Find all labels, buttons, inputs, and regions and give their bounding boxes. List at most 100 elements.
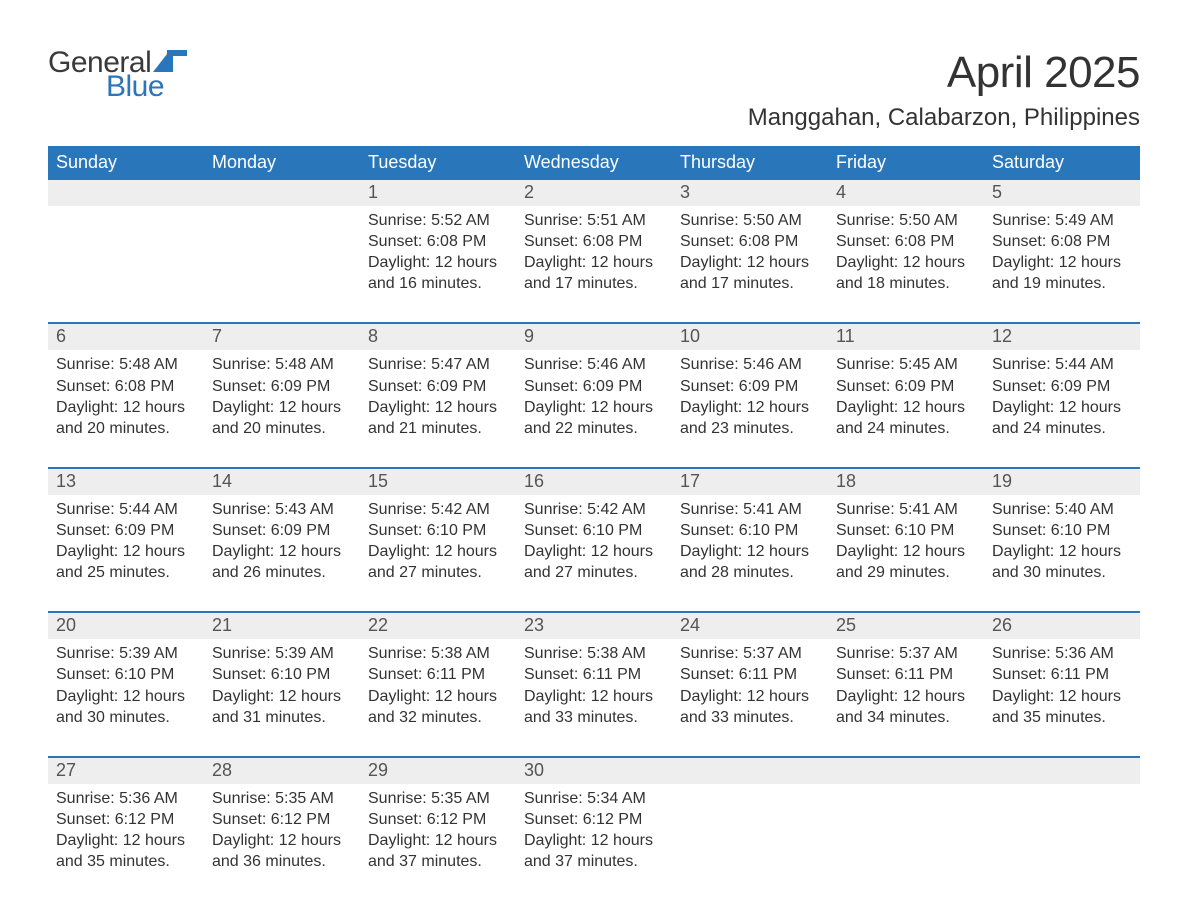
day-detail-row: Sunrise: 5:44 AMSunset: 6:09 PMDaylight:… [48,495,1140,612]
day-number-cell: 10 [672,323,828,350]
daylight-line2: and 21 minutes. [368,418,508,439]
daylight-line2: and 20 minutes. [56,418,196,439]
sunrise-text: Sunrise: 5:49 AM [992,210,1132,231]
day-detail-cell: Sunrise: 5:43 AMSunset: 6:09 PMDaylight:… [204,495,360,612]
sunrise-text: Sunrise: 5:40 AM [992,499,1132,520]
day-number: 6 [56,326,66,346]
day-detail-cell: Sunrise: 5:50 AMSunset: 6:08 PMDaylight:… [828,206,984,323]
sunset-text: Sunset: 6:09 PM [212,520,352,541]
day-number: 1 [368,182,378,202]
day-number: 30 [524,760,544,780]
day-number-cell: 4 [828,180,984,206]
day-number-cell: 2 [516,180,672,206]
daylight-line2: and 18 minutes. [836,273,976,294]
sunrise-text: Sunrise: 5:42 AM [524,499,664,520]
day-number-cell: 23 [516,612,672,639]
day-detail-cell: Sunrise: 5:37 AMSunset: 6:11 PMDaylight:… [672,639,828,756]
sunset-text: Sunset: 6:11 PM [524,664,664,685]
day-detail-cell: Sunrise: 5:40 AMSunset: 6:10 PMDaylight:… [984,495,1140,612]
daylight-line1: Daylight: 12 hours [680,686,820,707]
daylight-line2: and 19 minutes. [992,273,1132,294]
sunset-text: Sunset: 6:08 PM [524,231,664,252]
daylight-line2: and 31 minutes. [212,707,352,728]
day-detail-row: Sunrise: 5:39 AMSunset: 6:10 PMDaylight:… [48,639,1140,756]
day-number: 2 [524,182,534,202]
daylight-line2: and 25 minutes. [56,562,196,583]
calendar-table: Sunday Monday Tuesday Wednesday Thursday… [48,146,1140,882]
day-number-cell: 21 [204,612,360,639]
day-detail-cell: Sunrise: 5:35 AMSunset: 6:12 PMDaylight:… [204,784,360,882]
day-number-cell: 17 [672,468,828,495]
day-number-cell: 30 [516,757,672,784]
sunset-text: Sunset: 6:11 PM [992,664,1132,685]
sunrise-text: Sunrise: 5:37 AM [680,643,820,664]
day-number-cell: 14 [204,468,360,495]
weekday-header: Tuesday [360,146,516,180]
sunrise-text: Sunrise: 5:38 AM [524,643,664,664]
weekday-header: Thursday [672,146,828,180]
day-number: 20 [56,615,76,635]
daylight-line1: Daylight: 12 hours [368,397,508,418]
daylight-line1: Daylight: 12 hours [56,397,196,418]
day-number-cell: 26 [984,612,1140,639]
sunrise-text: Sunrise: 5:48 AM [56,354,196,375]
day-number: 28 [212,760,232,780]
sunrise-text: Sunrise: 5:51 AM [524,210,664,231]
day-detail-cell: Sunrise: 5:41 AMSunset: 6:10 PMDaylight:… [828,495,984,612]
day-detail-cell: Sunrise: 5:36 AMSunset: 6:11 PMDaylight:… [984,639,1140,756]
sunset-text: Sunset: 6:11 PM [368,664,508,685]
day-number-cell: 20 [48,612,204,639]
day-detail-cell: Sunrise: 5:48 AMSunset: 6:09 PMDaylight:… [204,350,360,467]
sunrise-text: Sunrise: 5:41 AM [680,499,820,520]
daylight-line2: and 30 minutes. [992,562,1132,583]
sunrise-text: Sunrise: 5:37 AM [836,643,976,664]
sunrise-text: Sunrise: 5:46 AM [680,354,820,375]
sunrise-text: Sunrise: 5:39 AM [56,643,196,664]
day-detail-cell: Sunrise: 5:34 AMSunset: 6:12 PMDaylight:… [516,784,672,882]
day-detail-cell: Sunrise: 5:36 AMSunset: 6:12 PMDaylight:… [48,784,204,882]
sunrise-text: Sunrise: 5:45 AM [836,354,976,375]
day-number-row: 6789101112 [48,323,1140,350]
day-detail-row: Sunrise: 5:36 AMSunset: 6:12 PMDaylight:… [48,784,1140,882]
sunrise-text: Sunrise: 5:42 AM [368,499,508,520]
daylight-line1: Daylight: 12 hours [836,397,976,418]
sunrise-text: Sunrise: 5:35 AM [212,788,352,809]
daylight-line1: Daylight: 12 hours [992,686,1132,707]
daylight-line1: Daylight: 12 hours [56,686,196,707]
sunset-text: Sunset: 6:12 PM [212,809,352,830]
day-detail-cell [984,784,1140,882]
daylight-line2: and 23 minutes. [680,418,820,439]
day-number-cell [48,180,204,206]
day-number: 7 [212,326,222,346]
daylight-line1: Daylight: 12 hours [212,686,352,707]
daylight-line1: Daylight: 12 hours [680,397,820,418]
sunrise-text: Sunrise: 5:36 AM [992,643,1132,664]
daylight-line2: and 17 minutes. [524,273,664,294]
day-number-cell: 8 [360,323,516,350]
daylight-line2: and 35 minutes. [992,707,1132,728]
daylight-line2: and 27 minutes. [368,562,508,583]
day-number-cell: 9 [516,323,672,350]
day-detail-cell: Sunrise: 5:38 AMSunset: 6:11 PMDaylight:… [516,639,672,756]
day-number-row: 27282930 [48,757,1140,784]
day-number-cell: 5 [984,180,1140,206]
day-detail-cell: Sunrise: 5:37 AMSunset: 6:11 PMDaylight:… [828,639,984,756]
day-number-cell: 24 [672,612,828,639]
day-number-cell: 1 [360,180,516,206]
day-number: 22 [368,615,388,635]
flag-icon [153,50,187,72]
day-detail-cell: Sunrise: 5:52 AMSunset: 6:08 PMDaylight:… [360,206,516,323]
sunset-text: Sunset: 6:10 PM [212,664,352,685]
daylight-line2: and 37 minutes. [524,851,664,872]
daylight-line2: and 34 minutes. [836,707,976,728]
day-detail-cell: Sunrise: 5:50 AMSunset: 6:08 PMDaylight:… [672,206,828,323]
sunset-text: Sunset: 6:10 PM [368,520,508,541]
daylight-line2: and 35 minutes. [56,851,196,872]
sunset-text: Sunset: 6:10 PM [836,520,976,541]
day-number-cell: 13 [48,468,204,495]
page-subtitle: Manggahan, Calabarzon, Philippines [748,104,1140,132]
day-number-cell [672,757,828,784]
sunrise-text: Sunrise: 5:35 AM [368,788,508,809]
sunrise-text: Sunrise: 5:50 AM [680,210,820,231]
day-detail-cell: Sunrise: 5:39 AMSunset: 6:10 PMDaylight:… [204,639,360,756]
